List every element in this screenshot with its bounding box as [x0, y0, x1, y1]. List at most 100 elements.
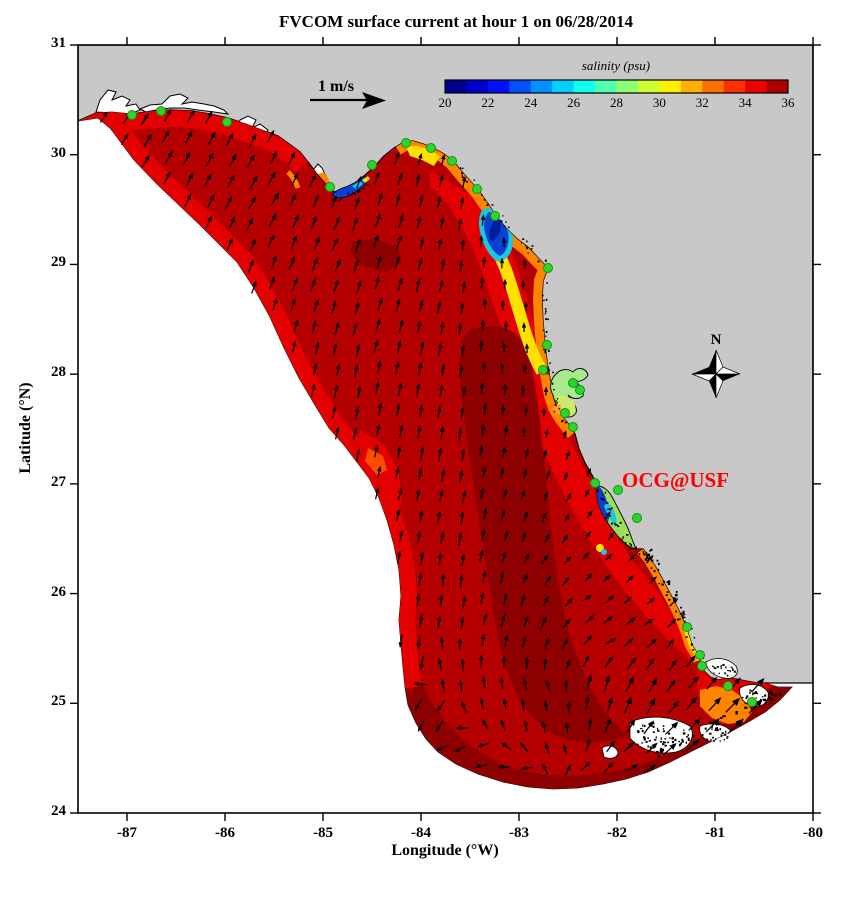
speckle: [647, 558, 650, 561]
speckle: [667, 582, 671, 586]
current-arrow-head: [438, 384, 444, 391]
speckle: [764, 701, 767, 704]
speckle: [754, 691, 756, 695]
station-dot: [367, 160, 377, 170]
speckle: [503, 225, 506, 227]
station-dot: [543, 263, 553, 273]
speckle: [542, 299, 545, 301]
current-arrow-head: [439, 636, 445, 642]
current-arrow-head: [587, 510, 593, 516]
current-arrow-head: [457, 637, 463, 644]
current-arrow-head: [648, 618, 654, 624]
speckle: [769, 690, 772, 694]
current-arrow-head: [396, 508, 401, 515]
speckle: [726, 736, 729, 738]
station-dot: [747, 697, 757, 707]
speckle: [646, 555, 648, 558]
current-arrow-head: [693, 675, 700, 683]
current-arrow-head: [460, 658, 466, 665]
speckle: [764, 694, 767, 697]
current-arrow-head: [357, 385, 362, 392]
current-arrow-head: [273, 297, 278, 304]
maroon-patch-apalachicola: [350, 238, 402, 272]
current-arrow-head: [480, 591, 485, 598]
plot-frame: [77, 44, 814, 814]
current-arrow-head: [458, 679, 464, 686]
speckle: [661, 583, 664, 586]
current-arrow-head: [584, 655, 590, 661]
x-tick-label: -86: [215, 825, 235, 841]
current-arrow-head: [481, 718, 487, 725]
current-arrow: [727, 722, 740, 735]
current-arrow-head: [563, 534, 568, 541]
current-arrow-head: [165, 171, 171, 178]
speckle: [770, 698, 774, 702]
current-arrow-head: [479, 697, 485, 703]
speckle: [654, 738, 657, 741]
speckle: [487, 203, 489, 205]
speckle: [657, 755, 661, 758]
current-arrow-head: [503, 425, 509, 432]
suwannee-plume-core: [489, 219, 501, 241]
speckle: [505, 221, 507, 224]
current-arrow-head: [671, 659, 678, 666]
current-arrow-head: [206, 173, 212, 180]
speckle: [763, 698, 767, 702]
speckle: [537, 260, 540, 263]
current-arrow-head: [521, 531, 527, 538]
speckle: [716, 726, 719, 729]
current-arrow-head: [441, 258, 446, 265]
station-dot: [490, 211, 500, 221]
current-arrow-head: [396, 403, 401, 410]
speckle: [642, 551, 645, 554]
current-arrow-head: [630, 554, 636, 560]
current-arrow-head: [437, 657, 442, 664]
current-arrow-head: [566, 492, 572, 499]
speckle: [691, 627, 693, 630]
speckle: [773, 693, 778, 697]
current-arrow-head: [502, 383, 508, 390]
speckle: [679, 612, 683, 615]
current-arrow: [751, 681, 762, 693]
speckle: [720, 734, 723, 737]
current-arrow-head: [755, 698, 763, 707]
speckle: [481, 194, 483, 196]
colorbar-tick-label: 26: [567, 95, 581, 110]
current-arrow-head: [522, 678, 528, 684]
scale-arrow: [310, 92, 386, 109]
current-arrow-head: [356, 343, 361, 350]
current-arrow-head: [541, 407, 547, 413]
colorbar-segment: [530, 80, 553, 93]
current-arrow-head: [544, 533, 550, 540]
speckle: [723, 739, 726, 741]
speckle: [744, 702, 747, 704]
speckle: [662, 730, 666, 733]
current-arrow-head: [251, 238, 256, 245]
current-arrow-head: [520, 280, 526, 286]
station-dot: [568, 422, 578, 432]
speckle: [719, 740, 721, 742]
speckle: [561, 420, 563, 423]
coastal-stations: [127, 106, 757, 707]
speckle: [746, 695, 749, 698]
speckle: [525, 244, 527, 247]
current-arrow-head: [292, 235, 297, 242]
speckle: [692, 734, 695, 738]
y-tick-label: 29: [51, 254, 66, 271]
current-arrow-head: [290, 151, 296, 158]
current-arrow-head: [503, 592, 508, 599]
current-arrow-head: [524, 343, 530, 349]
current-arrow-head: [481, 256, 487, 262]
current-arrow-head: [732, 697, 741, 706]
current-arrow: [648, 681, 656, 693]
current-arrow-head: [438, 447, 443, 453]
current-arrow-head: [585, 595, 592, 600]
y-tick-label: 26: [51, 583, 66, 600]
current-arrow-head: [712, 718, 720, 726]
speckle: [645, 740, 648, 743]
speckle: [724, 672, 727, 675]
current-arrow-head: [501, 655, 507, 662]
y-tick-label: 31: [51, 35, 66, 51]
speckle: [604, 491, 607, 494]
speckle: [718, 672, 720, 675]
